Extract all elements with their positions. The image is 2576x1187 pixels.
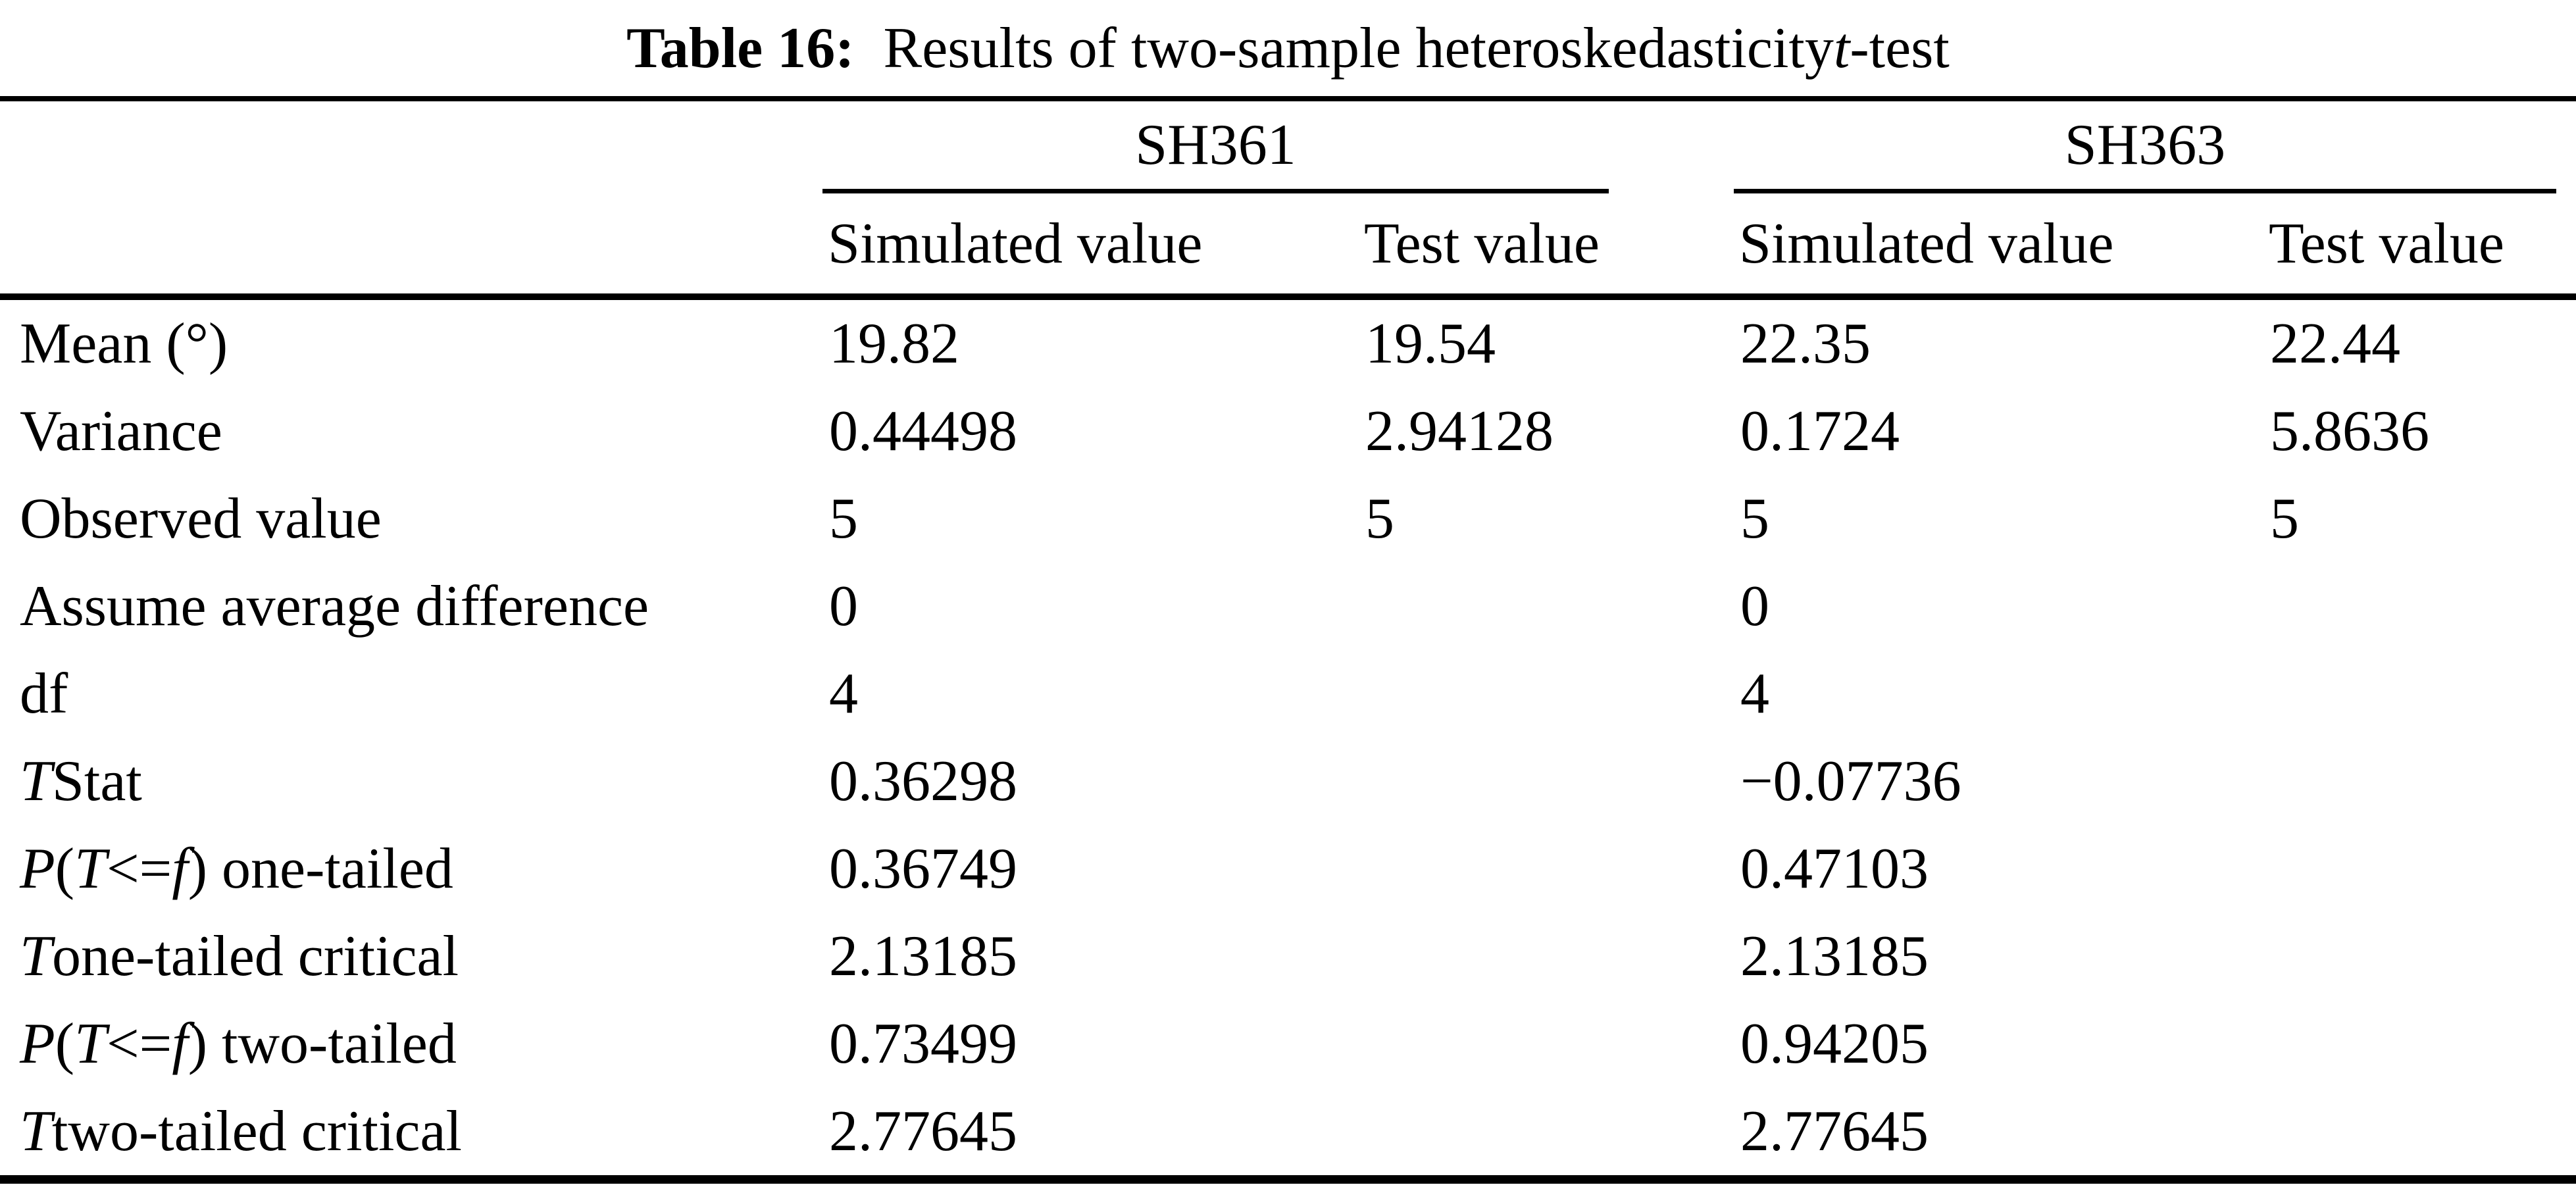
- subheader-sh363-simulated-value: Simulated value: [1739, 211, 2114, 276]
- cell-value: [2263, 563, 2576, 650]
- cell-value: [2263, 825, 2576, 913]
- cell-value: 2.77645: [1740, 1099, 1929, 1163]
- cell-value: −0.07736: [1740, 749, 1961, 813]
- row-label: Observed value: [20, 487, 382, 551]
- cell-value: 0.44498: [829, 399, 1017, 463]
- subheader-sh361-test-value: Test value: [1364, 211, 1600, 276]
- cell-value: [2263, 650, 2576, 738]
- subheader-sh363-test-value: Test value: [2269, 211, 2504, 276]
- cell-value: 22.44: [2270, 312, 2400, 376]
- cell-value: [1359, 650, 1734, 738]
- cell-value: [1359, 1088, 1734, 1175]
- cell-value: 0.94205: [1740, 1012, 1929, 1076]
- table-caption: Table 16: Results of two-sample heterosk…: [626, 16, 1950, 80]
- cell-value: [1359, 738, 1734, 825]
- cell-value: 0: [829, 574, 858, 638]
- column-group-sh363: SH363: [1734, 101, 2576, 193]
- row-label: P (T <= f) one-tailed: [20, 837, 453, 901]
- cell-value: 4: [1740, 662, 1769, 726]
- cell-value: 0.36749: [829, 837, 1017, 901]
- row-label: T one-tailed critical: [20, 924, 459, 988]
- column-group-sh361-label: SH361: [822, 101, 1609, 193]
- cell-value: [2263, 913, 2576, 1000]
- row-label: Mean (°): [20, 312, 228, 376]
- row-label: df: [20, 662, 68, 726]
- cell-value: 22.35: [1740, 312, 1871, 376]
- cell-value: [2263, 1088, 2576, 1175]
- cell-value: [1359, 913, 1734, 1000]
- cell-value: [2263, 738, 2576, 825]
- row-label: T two-tailed critical: [20, 1099, 462, 1163]
- row-label: Variance: [20, 399, 222, 463]
- cell-value: 5: [1740, 487, 1769, 551]
- cell-value: 5: [829, 487, 858, 551]
- cell-value: 19.54: [1365, 312, 1496, 376]
- row-label: T Stat: [20, 749, 142, 813]
- row-label: Assume average difference: [20, 574, 649, 638]
- cell-value: [1359, 825, 1734, 913]
- table-bottom-rule: [0, 1175, 2576, 1184]
- cell-value: 5.8636: [2270, 399, 2429, 463]
- cell-value: 2.13185: [1740, 924, 1929, 988]
- cell-value: 0.1724: [1740, 399, 1900, 463]
- cell-value: 2.77645: [829, 1099, 1017, 1163]
- subheader-sh361-simulated-value: Simulated value: [828, 211, 1203, 276]
- corner-cell-subheader-row: [0, 193, 822, 293]
- cell-value: 0.47103: [1740, 837, 1929, 901]
- cell-value: 4: [829, 662, 858, 726]
- header-body-divider-rule: [0, 293, 2576, 300]
- cell-value: 5: [2270, 487, 2299, 551]
- cell-value: [2263, 1000, 2576, 1088]
- corner-cell-group-row: [0, 101, 822, 193]
- column-group-sh363-label: SH363: [1734, 101, 2556, 193]
- column-group-sh361: SH361: [822, 101, 1734, 193]
- cell-value: 2.94128: [1365, 399, 1553, 463]
- results-table: SH361 SH363 Simulated value Test value S…: [0, 96, 2576, 1187]
- cell-value: 0: [1740, 574, 1769, 638]
- cell-value: [1359, 563, 1734, 650]
- cell-value: 0.36298: [829, 749, 1017, 813]
- cell-value: [1359, 1000, 1734, 1088]
- cell-value: 5: [1365, 487, 1394, 551]
- cell-value: 2.13185: [829, 924, 1017, 988]
- cell-value: 0.73499: [829, 1012, 1017, 1076]
- row-label: P (T <= f) two-tailed: [20, 1012, 457, 1076]
- cell-value: 19.82: [829, 312, 959, 376]
